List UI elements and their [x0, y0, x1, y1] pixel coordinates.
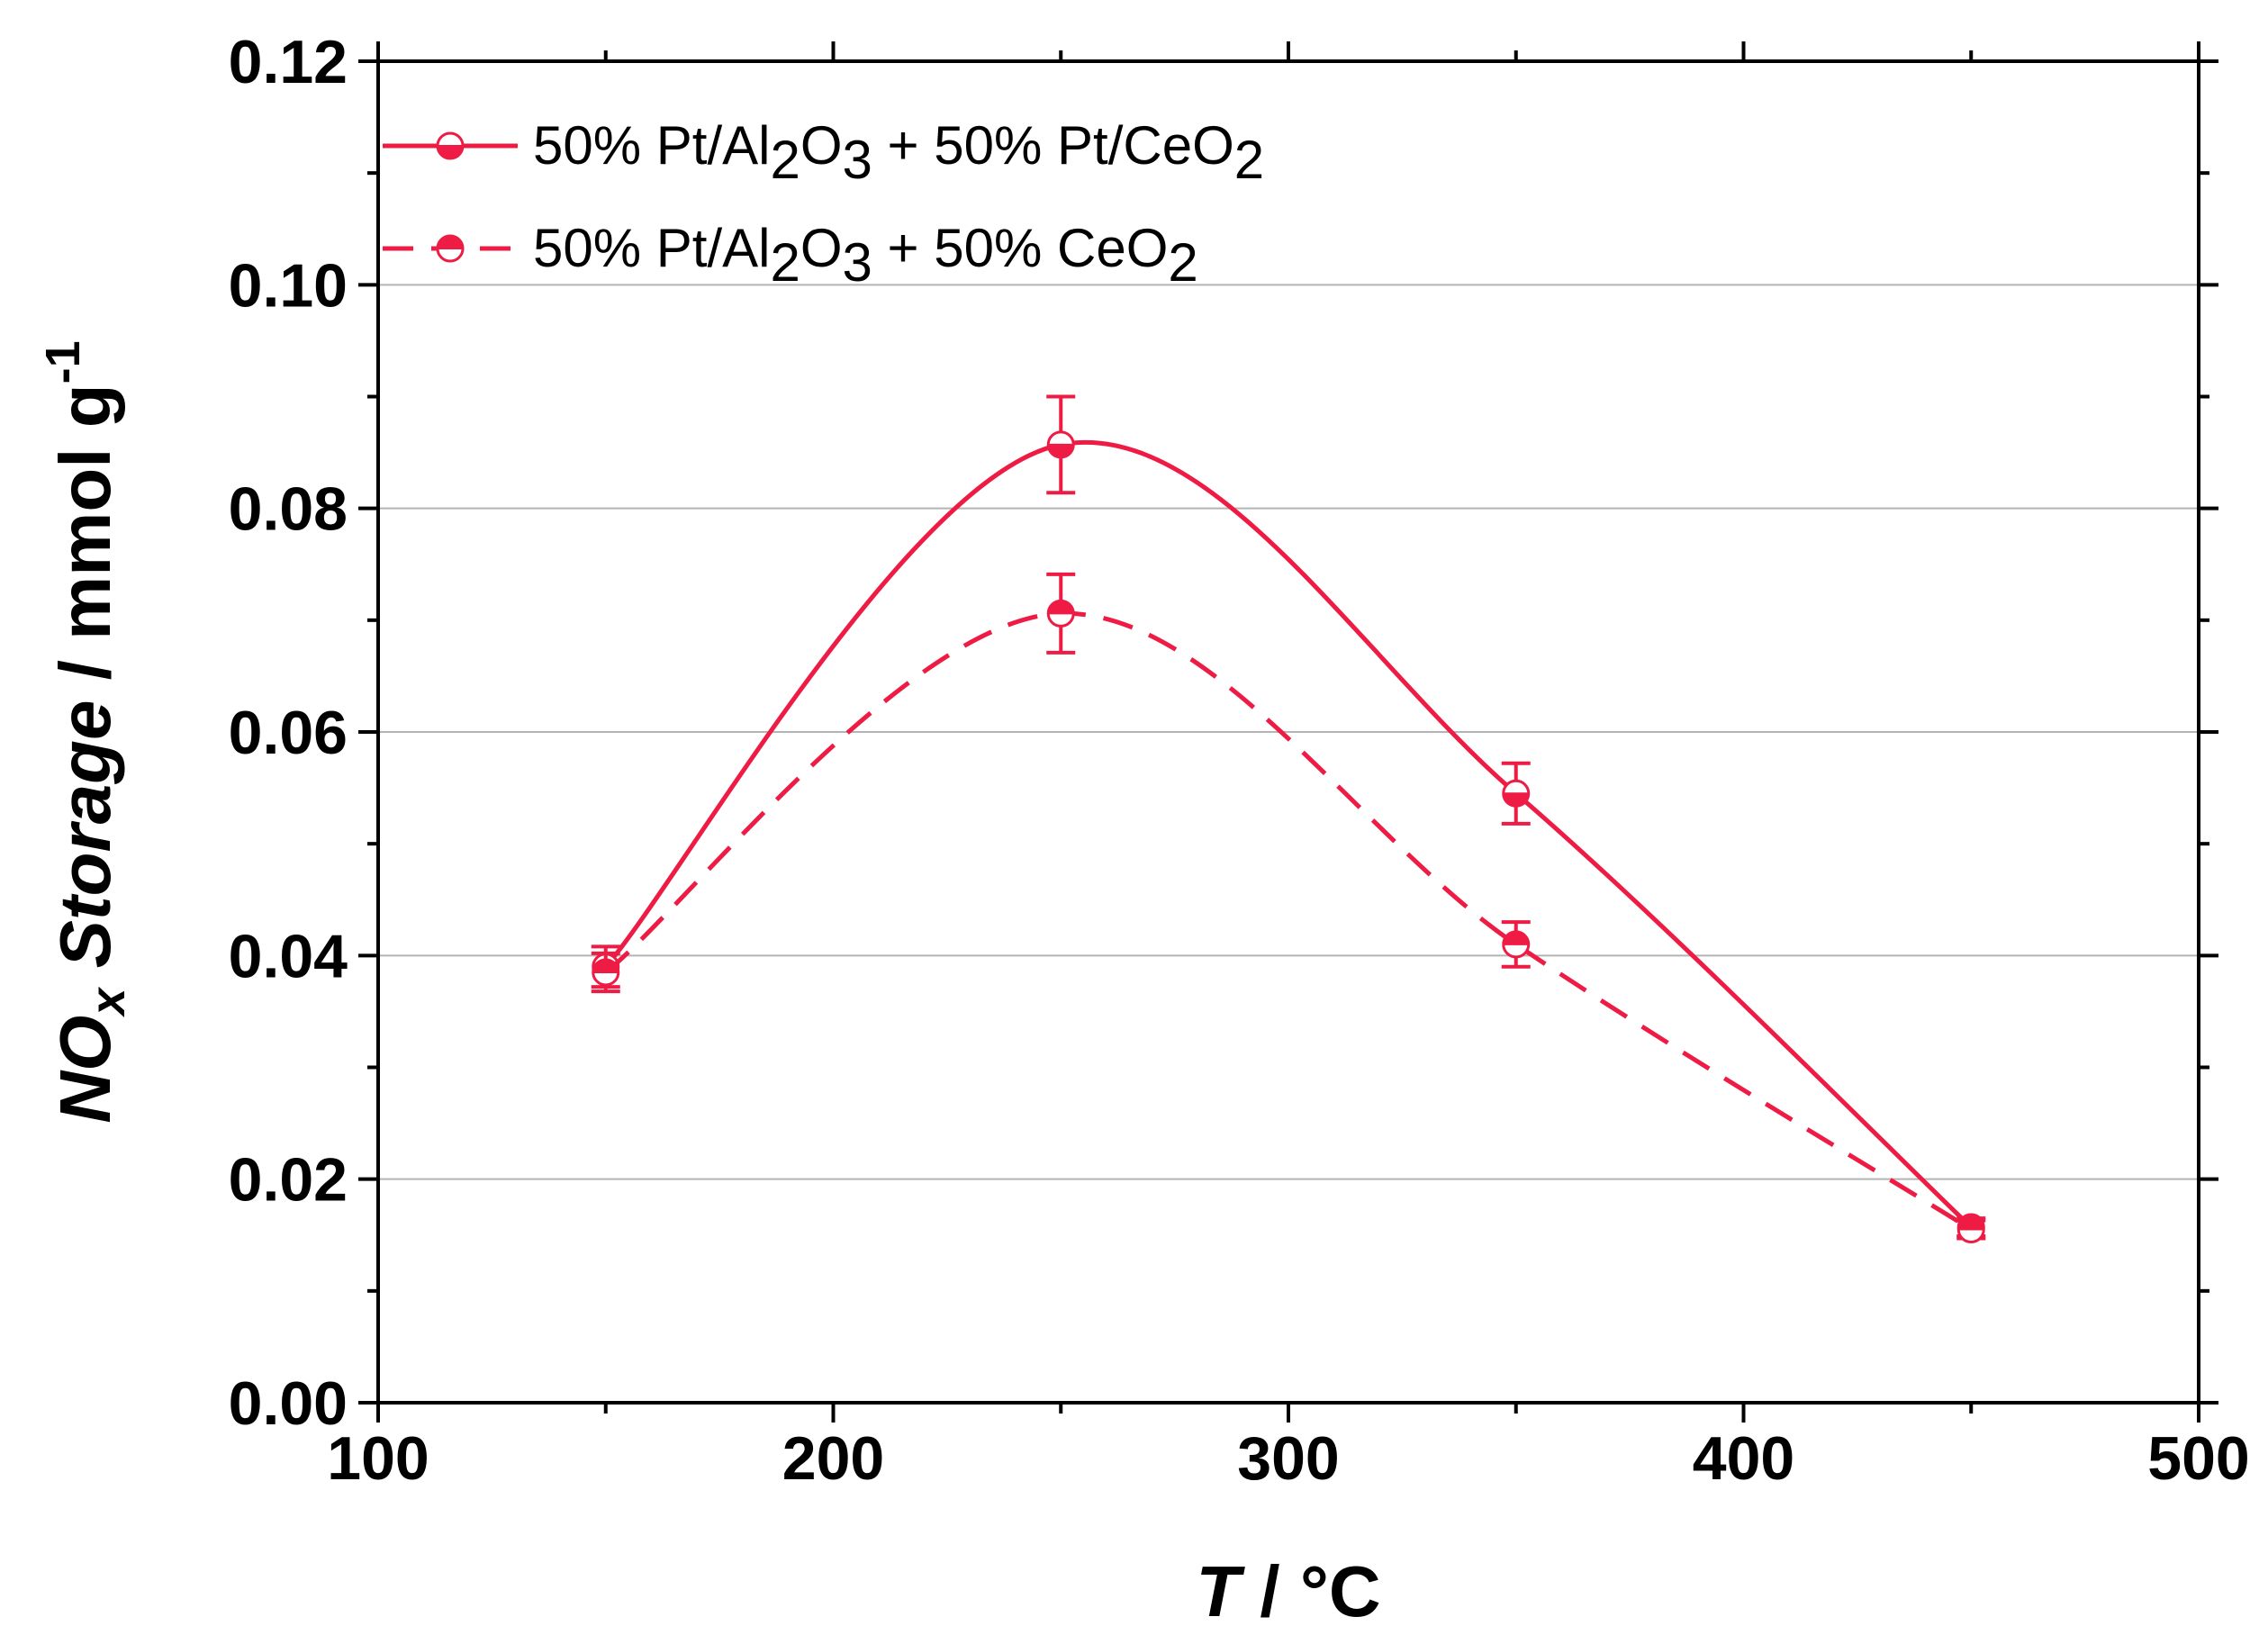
data-point: [592, 958, 620, 987]
legend-marker: [436, 234, 465, 263]
y-tick-label: 0.04: [229, 922, 348, 990]
x-tick-label: 500: [2147, 1424, 2249, 1493]
data-point: [1502, 930, 1531, 959]
series-layer: [591, 394, 1986, 1244]
legend-marker: [436, 131, 465, 160]
y-axis-title: NOx Storage / mmol g-1: [36, 340, 135, 1123]
x-axis-title: T / °C: [1196, 1551, 1380, 1631]
data-point: [1046, 599, 1075, 628]
y-tick-label: 0.12: [229, 28, 348, 96]
y-tick-label: 0.00: [229, 1369, 348, 1438]
y-tick-label: 0.10: [229, 251, 348, 320]
x-tick-label: 400: [1693, 1424, 1794, 1493]
series-line: [603, 440, 1973, 1229]
tick-labels: 100 200 300 400 500 0.00 0.02 0.04 0.06 0.08 0.10 0…: [229, 28, 2250, 1493]
legend-item-1: 50% Pt/Al2O3 + 50% Pt/CeO2: [383, 115, 1264, 190]
data-point: [1502, 779, 1531, 808]
legend-label: 50% Pt/Al2O3 + 50% Pt/CeO2: [533, 115, 1264, 190]
legend: 50% Pt/Al2O3 + 50% Pt/CeO2 50% Pt/Al2O3 +…: [383, 115, 1264, 293]
y-tick-label: 0.06: [229, 699, 348, 767]
y-tick-label: 0.02: [229, 1146, 348, 1215]
data-point: [1956, 1215, 1985, 1244]
series-line: [604, 610, 1973, 1232]
ticks: [358, 41, 2218, 1423]
x-tick-label: 300: [1237, 1424, 1339, 1493]
series-1: [591, 394, 1986, 1242]
x-tick-label: 200: [782, 1424, 884, 1493]
legend-label: 50% Pt/Al2O3 + 50% CeO2: [533, 218, 1198, 293]
y-tick-label: 0.08: [229, 475, 348, 544]
x-tick-label: 100: [327, 1424, 429, 1493]
series-2: [591, 572, 1986, 1244]
grid-lines: [378, 284, 2199, 1180]
data-point: [1046, 430, 1075, 459]
legend-item-2: 50% Pt/Al2O3 + 50% CeO2: [383, 218, 1198, 293]
